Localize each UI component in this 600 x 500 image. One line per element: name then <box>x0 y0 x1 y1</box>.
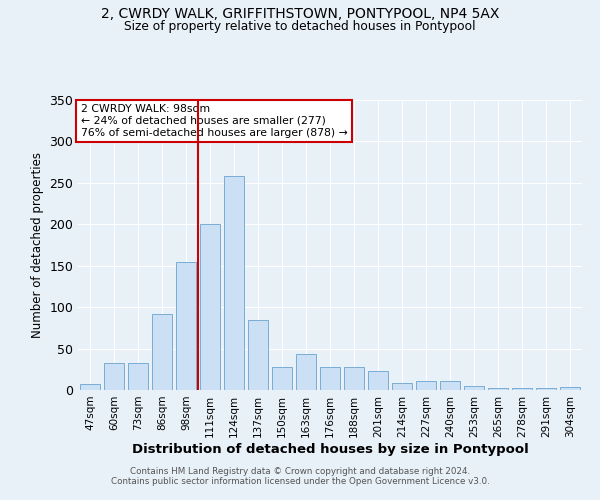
Bar <box>392 384 412 390</box>
Text: 2 CWRDY WALK: 98sqm
← 24% of detached houses are smaller (277)
76% of semi-detac: 2 CWRDY WALK: 98sqm ← 24% of detached ho… <box>80 104 347 138</box>
Bar <box>176 262 196 390</box>
Text: Contains HM Land Registry data © Crown copyright and database right 2024.: Contains HM Land Registry data © Crown c… <box>130 467 470 476</box>
Bar <box>344 367 364 390</box>
Text: Size of property relative to detached houses in Pontypool: Size of property relative to detached ho… <box>124 20 476 33</box>
Bar <box>320 367 340 390</box>
Bar <box>488 388 508 390</box>
Bar <box>200 224 220 390</box>
Bar <box>440 381 460 390</box>
Bar <box>248 320 268 390</box>
Bar <box>272 367 292 390</box>
Bar <box>368 371 388 390</box>
Bar <box>536 388 556 390</box>
Text: Distribution of detached houses by size in Pontypool: Distribution of detached houses by size … <box>131 442 529 456</box>
Bar <box>152 314 172 390</box>
Bar <box>464 386 484 390</box>
Y-axis label: Number of detached properties: Number of detached properties <box>31 152 44 338</box>
Bar <box>104 364 124 390</box>
Bar <box>224 176 244 390</box>
Text: Contains public sector information licensed under the Open Government Licence v3: Contains public sector information licen… <box>110 477 490 486</box>
Text: 2, CWRDY WALK, GRIFFITHSTOWN, PONTYPOOL, NP4 5AX: 2, CWRDY WALK, GRIFFITHSTOWN, PONTYPOOL,… <box>101 8 499 22</box>
Bar <box>128 364 148 390</box>
Bar <box>512 388 532 390</box>
Bar <box>80 384 100 390</box>
Bar <box>296 354 316 390</box>
Bar <box>560 386 580 390</box>
Bar <box>416 381 436 390</box>
